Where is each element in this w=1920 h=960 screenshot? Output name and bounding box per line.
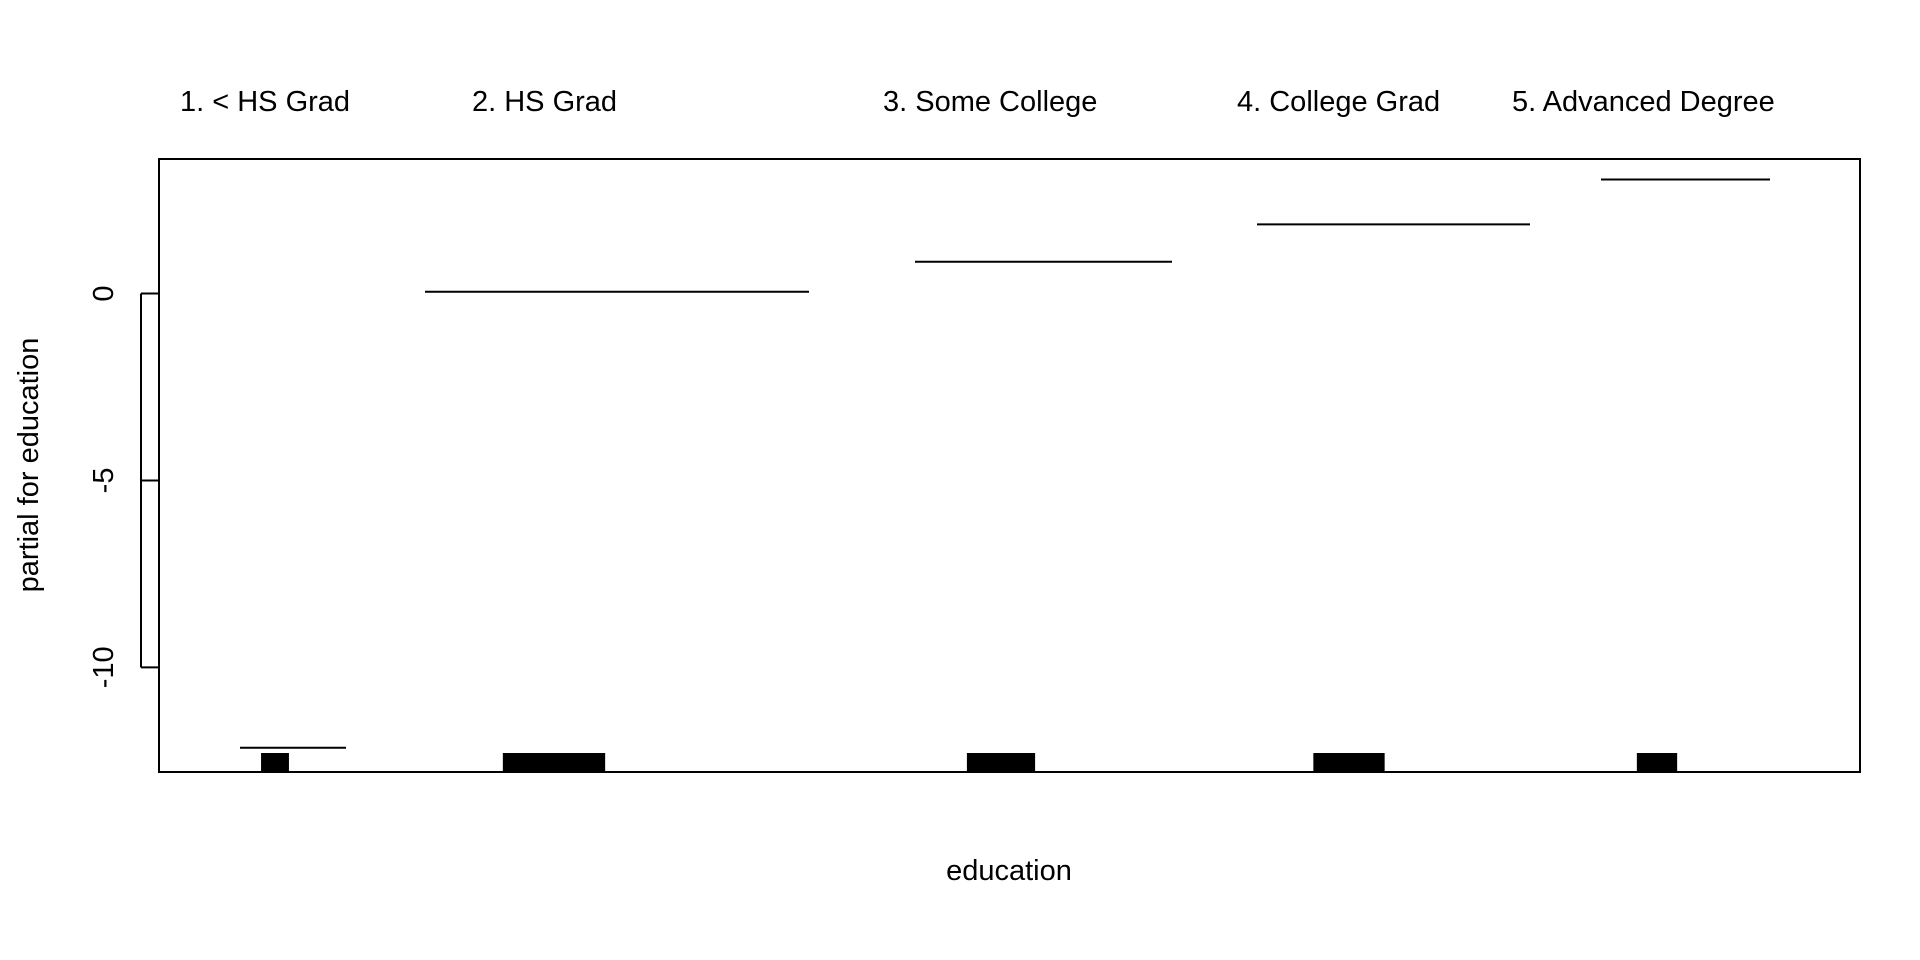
category-label: 2. HS Grad [472,86,617,118]
rug-mark [261,753,289,772]
category-label: 3. Some College [883,86,1097,118]
rug-marks [261,753,1678,772]
category-label: 5. Advanced Degree [1512,86,1775,118]
y-tick-label: -5 [88,468,120,494]
y-tick-label: -10 [88,646,120,688]
category-label: 1. < HS Grad [180,86,350,118]
rug-mark [966,753,1036,772]
partial-effect-segments [240,178,1770,749]
x-axis-title: education [946,855,1072,887]
y-axis: -10 -5 0 [88,285,159,688]
y-axis-title: partial for education [13,338,45,593]
plot-frame [158,158,1861,773]
rug-mark [1313,753,1385,772]
category-labels: 1. < HS Grad 2. HS Grad 3. Some College 4. … [180,86,1775,118]
category-label: 4. College Grad [1237,86,1440,118]
y-tick-label: 0 [88,285,120,301]
rug-mark [502,753,606,772]
rug-mark [1636,753,1678,772]
